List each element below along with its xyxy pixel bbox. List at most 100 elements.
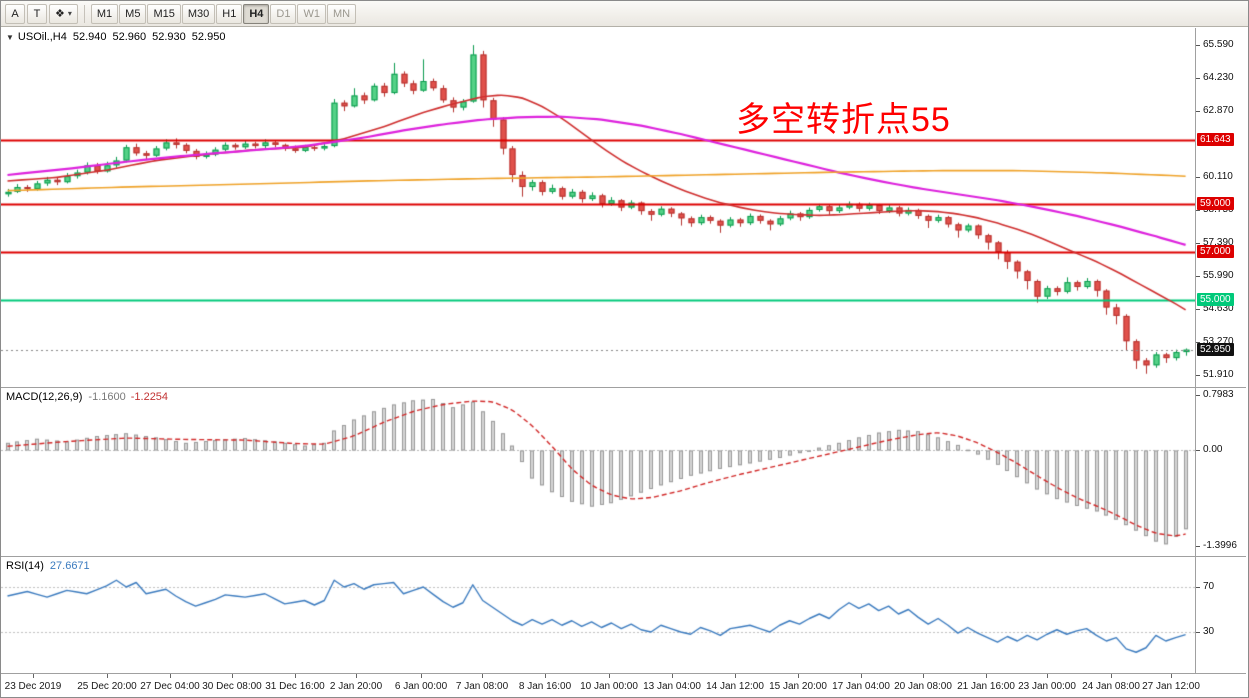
time-tick-label: 25 Dec 20:00: [77, 681, 137, 692]
price-level-badge: 61.643: [1197, 133, 1234, 146]
macd-signal-value: -1.2254: [130, 391, 169, 403]
tool-button-t[interactable]: T: [27, 3, 47, 24]
chart-title: ▼ USOil.,H4 52.940 52.960 52.930 52.950: [6, 31, 225, 43]
time-tick-label: 27 Dec 04:00: [140, 681, 200, 692]
axis-tick-label: 60.110: [1203, 171, 1233, 182]
main-chart-pane[interactable]: ▼ USOil.,H4 52.940 52.960 52.930 52.950 多空转折点…: [1, 28, 1246, 388]
time-tick-label: 20 Jan 08:00: [894, 681, 952, 692]
time-tick-mark: [170, 674, 171, 678]
time-tick-label: 23 Jan 00:00: [1018, 681, 1076, 692]
axis-tick-mark: [1196, 243, 1200, 244]
time-tick-mark: [107, 674, 108, 678]
toolbar-separator: [83, 4, 85, 23]
axis-tick-mark: [1196, 78, 1200, 79]
time-tick-mark: [356, 674, 357, 678]
time-tick-mark: [545, 674, 546, 678]
axis-tick-mark: [1196, 45, 1200, 46]
chevron-down-icon: ▾: [67, 9, 72, 18]
time-tick-label: 14 Jan 12:00: [706, 681, 764, 692]
time-tick-label: 13 Jan 04:00: [643, 681, 701, 692]
timeframe-button-M30[interactable]: M30: [181, 3, 216, 24]
macd-label: MACD(12,26,9) -1.1600 -1.2254: [6, 391, 168, 403]
timeframe-button-M15[interactable]: M15: [147, 3, 181, 24]
time-tick-mark: [609, 674, 610, 678]
axis-tick-label: 55.990: [1203, 270, 1234, 281]
chart-style-dropdown[interactable]: ❖ ▾: [49, 3, 78, 24]
rsi-canvas[interactable]: [1, 557, 1195, 673]
time-tick-mark: [1111, 674, 1112, 678]
axis-tick-label: 70: [1203, 581, 1215, 592]
timeframe-button-MN[interactable]: MN: [326, 3, 357, 24]
time-tick-mark: [482, 674, 483, 678]
axis-tick-label: -1.3996: [1203, 540, 1237, 551]
price-level-badge: 55.000: [1197, 293, 1234, 306]
axis-tick-label: 57.390: [1203, 237, 1234, 248]
axis-tick-mark: [1196, 276, 1200, 277]
time-tick-mark: [1171, 674, 1172, 678]
style-icon: ❖: [55, 8, 65, 20]
price-axis[interactable]: 65.59064.23062.87060.11058.75057.39055.9…: [1195, 28, 1246, 387]
time-tick-mark: [861, 674, 862, 678]
time-axis[interactable]: 23 Dec 2019 25 Dec 20:00 27 Dec 04:00 30 De…: [1, 674, 1246, 697]
macd-value: -1.1600: [88, 391, 126, 403]
axis-tick-mark: [1196, 177, 1200, 178]
axis-tick-mark: [1196, 450, 1200, 451]
axis-tick-label: 62.870: [1203, 105, 1234, 116]
rsi-label: RSI(14) 27.6671: [6, 560, 90, 572]
rsi-indicator-pane[interactable]: RSI(14) 27.6671 70 30: [1, 557, 1246, 674]
time-tick-label: 24 Jan 08:00: [1082, 681, 1140, 692]
axis-tick-mark: [1196, 375, 1200, 376]
price-level-badge: 59.000: [1197, 197, 1234, 210]
timeframe-button-M1[interactable]: M1: [90, 3, 119, 24]
time-tick-label: 23 Dec 2019: [4, 681, 62, 692]
axis-tick-mark: [1196, 632, 1200, 633]
time-tick-mark: [295, 674, 296, 678]
time-tick-label: 30 Dec 08:00: [202, 681, 262, 692]
tool-button-a[interactable]: A: [5, 3, 25, 24]
time-tick-label: 27 Jan 12:00: [1142, 681, 1200, 692]
macd-canvas[interactable]: [1, 388, 1195, 556]
price-chart-canvas[interactable]: [1, 28, 1195, 387]
time-tick-label: 10 Jan 00:00: [580, 681, 638, 692]
time-tick-label: 31 Dec 16:00: [265, 681, 325, 692]
macd-name: MACD(12,26,9): [6, 391, 83, 403]
axis-tick-label: 64.230: [1203, 72, 1234, 83]
axis-tick-mark: [1196, 309, 1200, 310]
rsi-axis[interactable]: 70 30: [1195, 557, 1246, 673]
axis-tick-mark: [1196, 210, 1200, 211]
timeframe-button-W1[interactable]: W1: [297, 3, 326, 24]
symbol-timeframe-label: USOil.,H4: [17, 31, 67, 43]
time-tick-mark: [672, 674, 673, 678]
axis-tick-mark: [1196, 546, 1200, 547]
collapse-icon[interactable]: ▼: [6, 33, 14, 42]
axis-tick-label: 30: [1203, 626, 1215, 637]
time-tick-label: 15 Jan 20:00: [769, 681, 827, 692]
time-tick-mark: [421, 674, 422, 678]
timeframe-button-H4[interactable]: H4: [243, 3, 270, 24]
ohlc-high: 52.960: [112, 31, 147, 43]
time-tick-label: 6 Jan 00:00: [394, 681, 448, 692]
timeframe-button-M5[interactable]: M5: [119, 3, 147, 24]
macd-axis[interactable]: 0.7983 0.00 -1.3996: [1195, 388, 1246, 556]
time-tick-label: 21 Jan 16:00: [957, 681, 1015, 692]
time-tick-label: 2 Jan 20:00: [329, 681, 383, 692]
axis-tick-label: 53.270: [1203, 336, 1234, 347]
chart-annotation-text: 多空转折点55: [736, 101, 951, 139]
price-level-badge: 57.000: [1197, 245, 1234, 258]
axis-tick-label: 0.7983: [1203, 389, 1234, 400]
time-tick-mark: [33, 674, 34, 678]
axis-tick-label: 51.910: [1203, 369, 1234, 380]
timeframe-button-D1[interactable]: D1: [270, 3, 297, 24]
axis-tick-mark: [1196, 587, 1200, 588]
macd-indicator-pane[interactable]: MACD(12,26,9) -1.1600 -1.2254 0.7983 0.00 -1…: [1, 388, 1246, 557]
time-tick-mark: [1047, 674, 1048, 678]
timeframe-group: M1 M5 M15 M30 H1 H4 D1 W1 MN: [90, 3, 357, 24]
timeframe-button-H1[interactable]: H1: [216, 3, 243, 24]
time-tick-label: 17 Jan 04:00: [832, 681, 890, 692]
axis-tick-mark: [1196, 111, 1200, 112]
rsi-name: RSI(14): [6, 560, 44, 572]
time-tick-mark: [232, 674, 233, 678]
axis-tick-mark: [1196, 342, 1200, 343]
time-tick-label: 7 Jan 08:00: [455, 681, 509, 692]
